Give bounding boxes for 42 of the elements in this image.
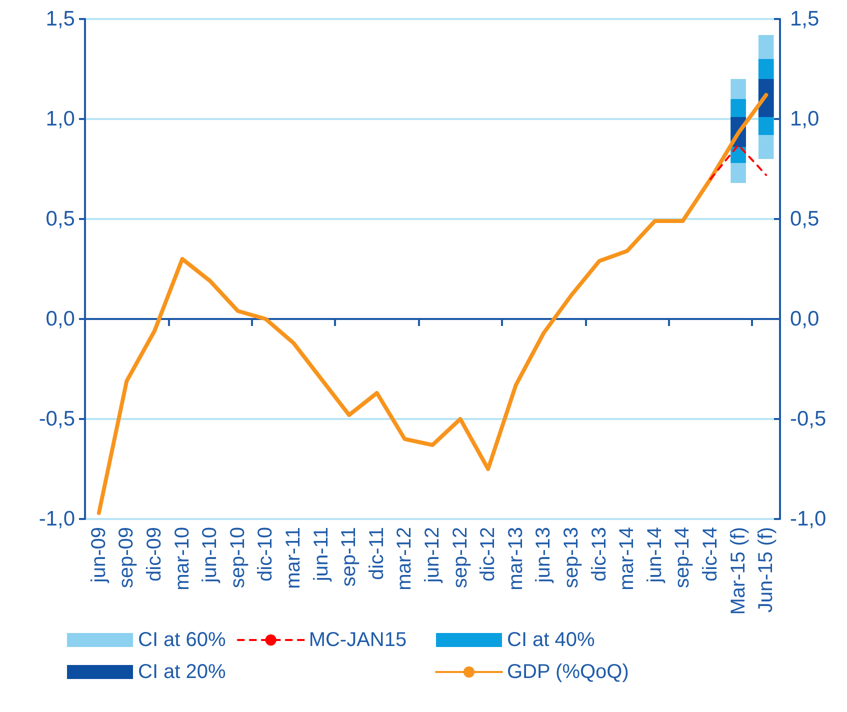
x-tick-label: dic-13: [588, 527, 610, 582]
x-tick-label: mar-11: [282, 527, 304, 589]
y2-tick-label: 0,0: [790, 308, 820, 330]
x-tick-label: mar-12: [394, 527, 416, 590]
x-tick-label: sep-10: [226, 527, 249, 588]
x-tick-label: jun-11: [310, 527, 332, 582]
x-tick-label: dic-12: [477, 527, 500, 582]
legend-label: CI at 60%: [138, 629, 226, 651]
y-tick-label: -1,0: [38, 508, 75, 530]
x-tick-label: sep-12: [449, 527, 472, 588]
legend-label: MC-JAN15: [308, 629, 407, 651]
y-tick-label: -0,5: [38, 408, 75, 430]
legend-label: CI at 40%: [507, 629, 596, 651]
x-tick-label: sep-11: [338, 527, 360, 587]
y2-tick-label: -1,0: [790, 508, 826, 530]
x-tick-label: mar-14: [616, 527, 638, 590]
x-tick-label: jun-13: [532, 527, 555, 584]
y-tick-label: 0,5: [46, 208, 75, 230]
y2-tick-label: 1,0: [790, 108, 820, 130]
x-tick-label: Jun-15 (f): [755, 527, 778, 613]
x-tick-label: dic-11: [366, 527, 388, 580]
x-tick-label: dic-14: [700, 527, 722, 582]
x-tick-label: sep-14: [672, 527, 694, 588]
x-tick-label: jun-14: [644, 527, 666, 584]
x-tick-label: mar-10: [171, 527, 194, 590]
y2-tick-label: -0,5: [790, 408, 826, 430]
x-tick-label: sep-13: [560, 527, 582, 588]
x-tick-label: Mar-15 (f): [727, 527, 750, 615]
y2-tick-label: 1,5: [790, 8, 820, 30]
y-tick-label: 1,0: [46, 108, 75, 130]
x-tick-label: dic-09: [144, 527, 166, 582]
x-tick-label: mar-13: [504, 527, 527, 590]
y-tick-label: 0,0: [46, 308, 75, 330]
y2-tick-label: 0,5: [790, 208, 820, 230]
y-tick-label: 1,5: [46, 8, 75, 30]
x-tick-label: jun-10: [199, 527, 222, 584]
x-tick-label: dic-10: [254, 527, 277, 582]
legend-label: CI at 20%: [138, 661, 226, 683]
x-tick-label: jun-09: [88, 527, 110, 584]
x-tick-label: sep-09: [116, 527, 138, 588]
x-tick-label: jun-12: [422, 527, 444, 584]
legend-label: GDP (%QoQ): [507, 661, 629, 683]
